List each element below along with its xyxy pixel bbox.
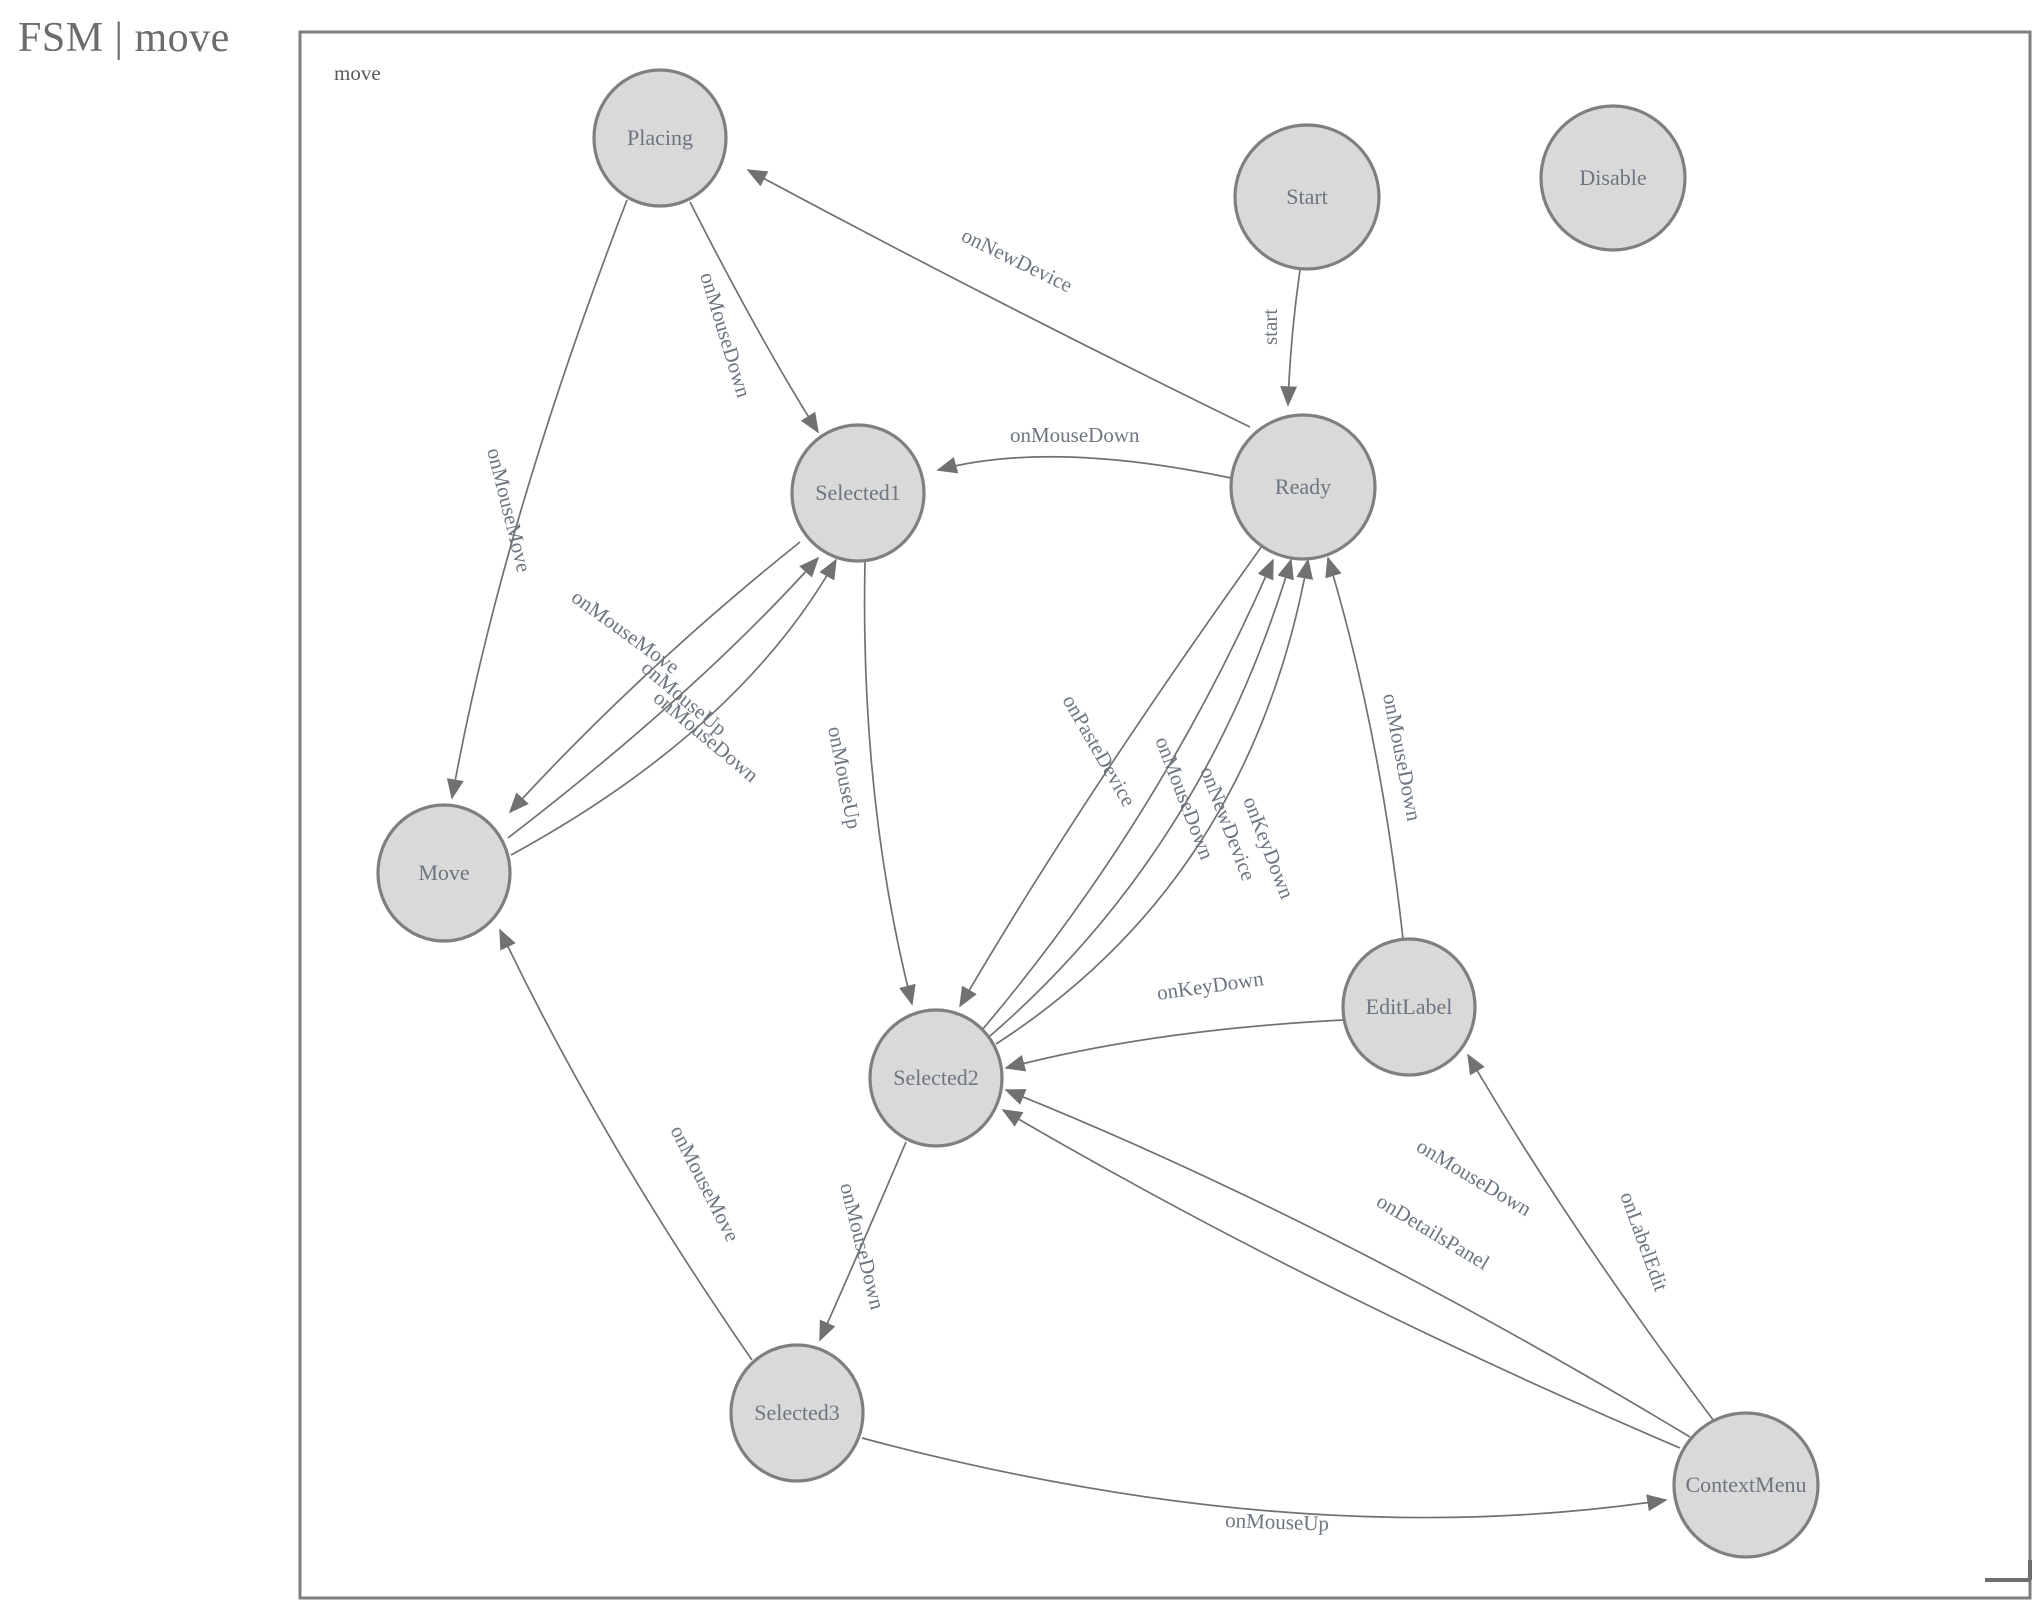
state-node-ready[interactable]: Ready — [1229, 413, 1377, 561]
edge-label-onkeydown-editlabel-selected2: onKeyDown — [1155, 966, 1265, 1005]
node-layer: Placing Start Disable Selected1 Ready Mo… — [376, 68, 1820, 1559]
state-node-contextmenu[interactable]: ContextMenu — [1672, 1411, 1820, 1559]
state-node-label: Disable — [1579, 165, 1646, 190]
state-node-shape[interactable] — [1233, 123, 1381, 271]
edge-selected2-ready-newdevice — [989, 558, 1294, 1037]
edge-selected2-ready-keydown — [995, 558, 1314, 1045]
edge-selected2-selected3 — [819, 1141, 907, 1342]
edge-selected2-ready-mousedown — [981, 558, 1274, 1031]
state-node-shape[interactable] — [1539, 104, 1687, 252]
edge-editlabel-selected2 — [1004, 1019, 1344, 1072]
edge-label-onlabeledit: onLabelEdit — [1615, 1189, 1673, 1295]
edge-selected1-move — [508, 541, 801, 814]
edge-placing-selected1 — [689, 201, 819, 434]
edge-label-onmousemove-selected1-move: onMouseMove — [567, 585, 684, 679]
state-node-label: ContextMenu — [1686, 1472, 1807, 1497]
state-node-label: Selected1 — [815, 480, 901, 505]
edge-label-onmousedown-ready-selected1: onMouseDown — [1010, 423, 1140, 447]
edge-label-onmousemove-selected3-move: onMouseMove — [666, 1121, 745, 1245]
edge-label-onmousemove-placing-move: onMouseMove — [482, 445, 536, 574]
cluster-frame — [298, 30, 2032, 1600]
state-node-placing[interactable]: Placing — [592, 68, 728, 208]
edge-move-selected1-up — [507, 556, 820, 839]
state-node-shape[interactable] — [1672, 1411, 1820, 1559]
edge-selected1-selected2 — [863, 560, 916, 1006]
edge-layer — [446, 169, 1715, 1519]
state-node-shape[interactable] — [1229, 413, 1377, 561]
edge-selected3-contextmenu — [861, 1437, 1668, 1519]
edge-start-ready — [1280, 269, 1301, 407]
state-node-shape[interactable] — [790, 423, 926, 563]
cluster-label: move — [334, 61, 381, 85]
edge-label-onmousedown-editlabel-ready: onMouseDown — [1378, 691, 1426, 823]
edge-ready-placing — [746, 169, 1251, 428]
edge-label-onpastedevice: onPasteDevice — [1058, 691, 1141, 811]
state-node-label: Placing — [627, 125, 693, 150]
edge-editlabel-ready — [1325, 556, 1404, 940]
edge-label-onmouseup-selected1-selected2: onMouseUp — [823, 724, 866, 831]
state-node-start[interactable]: Start — [1233, 123, 1381, 271]
edge-label-ondetailspanel: onDetailsPanel — [1372, 1189, 1493, 1275]
corner-mark — [1985, 1560, 2032, 1582]
state-node-editlabel[interactable]: EditLabel — [1341, 937, 1477, 1077]
edge-label-layer: start onNewDevice onMouseDown onMouseDow… — [482, 223, 1673, 1536]
state-node-shape[interactable] — [1341, 937, 1477, 1077]
state-node-selected1[interactable]: Selected1 — [790, 423, 926, 563]
edge-label-onnewdevice-ready-placing: onNewDevice — [958, 223, 1076, 297]
state-node-move[interactable]: Move — [376, 803, 512, 943]
state-node-shape[interactable] — [868, 1008, 1004, 1148]
state-node-label: Move — [418, 860, 469, 885]
page-title: FSM | move — [18, 15, 230, 61]
edge-contextmenu-selected2-mousedown — [1004, 1089, 1691, 1438]
edge-ready-selected2-paste — [959, 545, 1263, 1008]
state-node-label: Ready — [1275, 474, 1331, 499]
edge-selected3-move — [499, 928, 753, 1361]
edge-placing-move — [446, 199, 628, 800]
edge-move-selected1-down — [510, 558, 837, 856]
state-node-shape[interactable] — [376, 803, 512, 943]
state-node-label: Selected3 — [754, 1400, 840, 1425]
edge-label-onmousedown-placing-selected1: onMouseDown — [695, 269, 756, 400]
edge-label-onmouseup-selected3-contextmenu: onMouseUp — [1225, 1508, 1330, 1536]
state-node-shape[interactable] — [592, 68, 728, 208]
state-node-disable[interactable]: Disable — [1539, 104, 1687, 252]
state-node-shape[interactable] — [729, 1343, 865, 1483]
state-node-label: Selected2 — [893, 1065, 979, 1090]
state-node-selected2[interactable]: Selected2 — [868, 1008, 1004, 1148]
edge-ready-selected1 — [936, 455, 1232, 479]
edge-contextmenu-selected2-details — [1001, 1109, 1681, 1449]
state-node-selected3[interactable]: Selected3 — [729, 1343, 865, 1483]
edge-label-onmousedown-contextmenu-selected2: onMouseDown — [1412, 1134, 1536, 1222]
state-node-label: Start — [1286, 184, 1328, 209]
state-node-label: EditLabel — [1366, 994, 1453, 1019]
edge-contextmenu-editlabel — [1467, 1053, 1715, 1422]
edge-label-start: start — [1258, 309, 1282, 345]
